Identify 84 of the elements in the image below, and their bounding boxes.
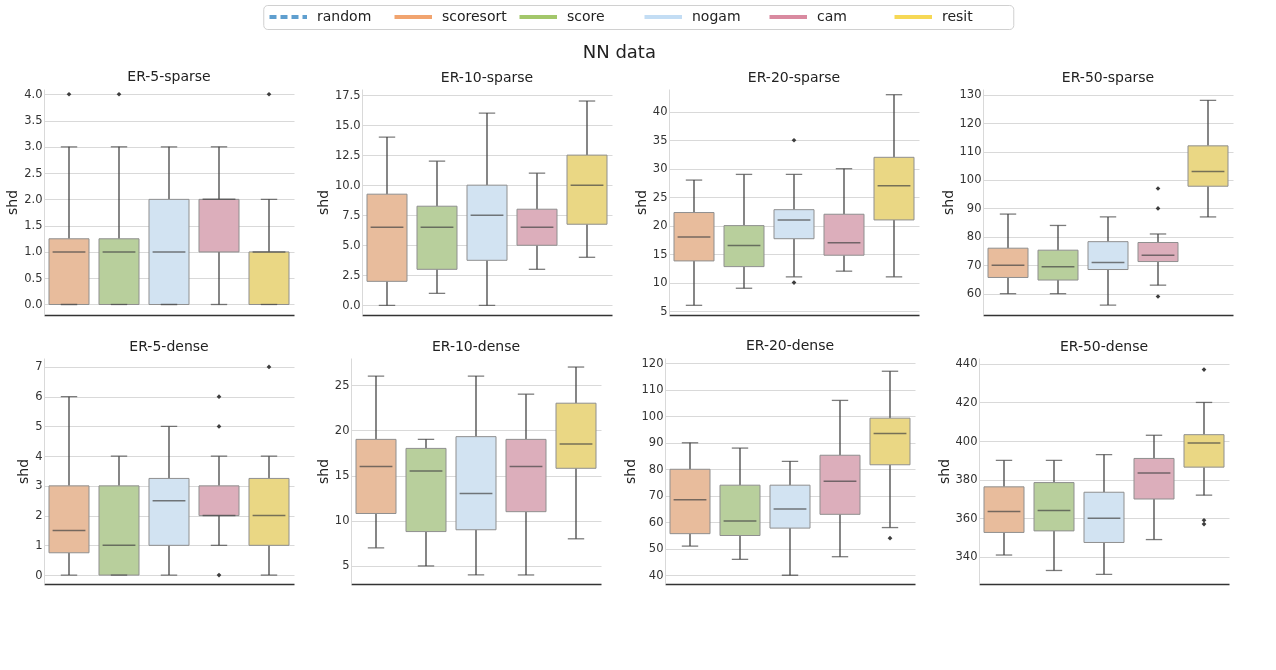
y-axis-title: shd	[935, 458, 952, 485]
y-tick-label: 80	[648, 461, 664, 476]
chart-title: ER-10-dense	[431, 338, 521, 354]
y-tick-label: 80	[966, 229, 982, 244]
y-tick-label: 15	[652, 246, 668, 261]
y-tick-label: 20	[334, 422, 350, 437]
y-tick-label: 20	[652, 218, 668, 233]
y-tick-label: 5	[660, 303, 668, 318]
y-tick-label: 0.0	[24, 296, 43, 311]
y-axis-title: shd	[939, 189, 956, 216]
y-tick-label: 70	[966, 257, 982, 272]
y-tick-label: 1.5	[24, 218, 43, 233]
y-tick-label: 30	[652, 161, 668, 176]
chart-title: ER-10-sparse	[440, 69, 534, 85]
y-tick-label: 0.5	[24, 270, 43, 285]
y-tick-label: 6	[35, 389, 43, 404]
chart-title: ER-5-sparse	[127, 68, 211, 85]
y-tick-label: 7.5	[342, 207, 361, 222]
y-tick-label: 10.0	[334, 177, 361, 192]
y-tick-label: 4	[35, 448, 43, 463]
y-tick-label: 420	[955, 394, 978, 409]
y-tick-label: 110	[641, 382, 664, 397]
y-tick-label: 35	[652, 132, 668, 147]
y-tick-label: 15	[334, 468, 350, 483]
y-tick-label: 90	[648, 435, 664, 450]
y-tick-label: 120	[959, 115, 982, 130]
y-axis-title: shd	[632, 189, 649, 216]
y-tick-label: 120	[641, 355, 664, 370]
chart-title: ER-20-dense	[745, 337, 835, 354]
y-tick-label: 25	[334, 377, 350, 392]
y-tick-label: 25	[652, 189, 668, 204]
y-tick-label: 2	[35, 508, 43, 523]
y-tick-label: 60	[966, 286, 982, 301]
y-axis-title: shd	[621, 458, 638, 485]
chart-title: ER-5-dense	[129, 338, 209, 354]
y-tick-label: 110	[959, 144, 982, 159]
legend-label: scoresort	[442, 8, 508, 24]
text: NN data	[582, 41, 656, 63]
legend-label: score	[567, 8, 605, 24]
y-tick-label: 90	[966, 200, 982, 215]
y-tick-label: 4.0	[24, 86, 43, 101]
y-tick-label: 130	[959, 87, 982, 102]
legend-label: random	[317, 8, 372, 24]
y-tick-label: 340	[955, 549, 978, 564]
y-tick-label: 10	[652, 275, 668, 290]
y-tick-label: 60	[648, 514, 664, 529]
y-tick-label: 40	[648, 567, 664, 582]
y-tick-label: 0.0	[342, 297, 361, 312]
y-tick-label: 50	[648, 541, 664, 556]
legend-label: cam	[817, 8, 847, 24]
y-tick-label: 12.5	[334, 147, 361, 162]
y-tick-label: 440	[955, 356, 978, 371]
y-tick-label: 3.0	[24, 139, 43, 154]
y-tick-label: 2.5	[342, 267, 361, 282]
y-tick-label: 5	[342, 558, 350, 573]
y-tick-label: 17.5	[334, 87, 361, 102]
y-tick-label: 15.0	[334, 117, 361, 132]
y-axis-title: shd	[314, 189, 331, 216]
y-tick-label: 100	[641, 408, 664, 423]
y-tick-label: 380	[955, 472, 978, 487]
y-axis-title: shd	[4, 189, 21, 216]
y-tick-label: 7	[35, 359, 43, 374]
y-tick-label: 360	[955, 510, 978, 525]
chart-title: ER-50-sparse	[1061, 68, 1155, 85]
legend-label: nogam	[692, 8, 741, 24]
legend-label: resit	[942, 8, 974, 24]
y-tick-label: 1	[35, 537, 43, 552]
chart-title: ER-50-dense	[1059, 337, 1149, 354]
y-tick-label: 0	[35, 567, 43, 582]
y-tick-label: 1.0	[24, 244, 43, 259]
y-tick-label: 3.5	[24, 113, 43, 128]
y-tick-label: 2.5	[24, 165, 43, 180]
y-tick-label: 400	[955, 433, 978, 448]
y-tick-label: 10	[334, 513, 350, 528]
y-axis-title: shd	[314, 458, 331, 485]
y-tick-label: 40	[652, 104, 668, 119]
y-tick-label: 5.0	[342, 237, 361, 252]
y-tick-label: 3	[35, 478, 43, 493]
y-tick-label: 70	[648, 488, 664, 503]
y-tick-label: 2.0	[24, 191, 43, 206]
y-tick-label: 5	[35, 418, 43, 433]
chart-title: ER-20-sparse	[747, 69, 841, 85]
y-axis-title: shd	[15, 458, 32, 485]
y-tick-label: 100	[959, 172, 982, 187]
